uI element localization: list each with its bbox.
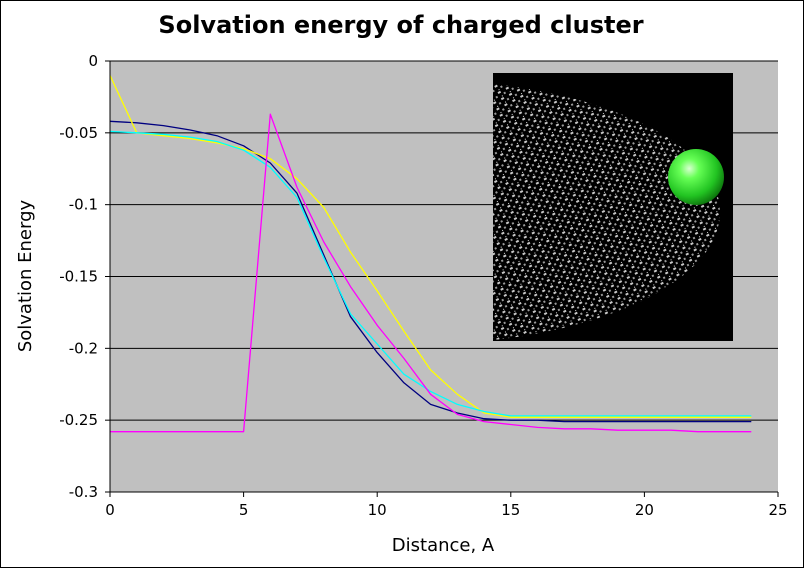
x-tick-label: 10 [368,501,387,519]
series-layer [109,75,752,433]
y-tick-label: -0.25 [59,411,98,429]
y-tick-label: 0 [88,52,98,70]
cluster-surface [493,84,720,340]
series-line-1 [109,120,752,423]
y-axis-title: Solvation Energy [15,199,36,352]
series-line-3 [109,130,752,417]
y-tick-label: -0.15 [59,268,98,286]
x-tick-label: 5 [239,501,249,519]
chart-title: Solvation energy of charged cluster [158,11,643,39]
ion-sphere [668,149,724,205]
series-line-2 [109,75,752,418]
y-tick-label: -0.05 [59,124,98,142]
y-tick-label: -0.2 [69,339,98,357]
x-tick-label: 0 [105,501,115,519]
y-tick-label: -0.3 [69,483,98,501]
axis-ticks: 0 -0.05 -0.1 -0.15 -0.2 -0.25 -0.3 0 5 10 15 20 25 [59,52,787,519]
series-line-4 [110,113,752,433]
y-tick-label: -0.1 [69,196,98,214]
x-tick-label: 25 [768,501,787,519]
x-tick-label: 20 [635,501,654,519]
x-axis-title: Distance, A [392,535,495,556]
cluster-image [493,73,733,341]
x-tick-label: 15 [501,501,520,519]
